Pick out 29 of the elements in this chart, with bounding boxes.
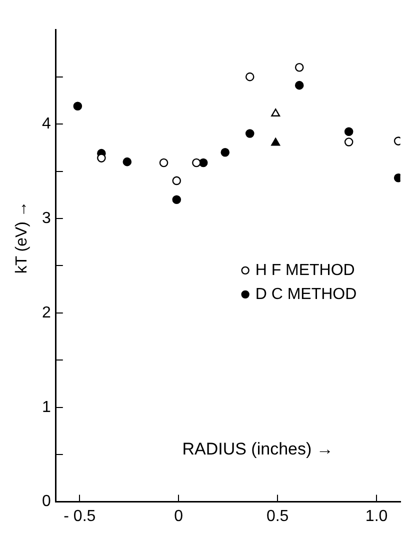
point <box>73 102 82 110</box>
y-tick-label: 0 <box>42 493 51 510</box>
point <box>245 72 254 82</box>
point <box>344 138 354 146</box>
x-axis-title: RADIUS (inches) → <box>182 440 334 459</box>
point <box>344 127 354 136</box>
x-tick-label: - 0.5 <box>64 508 96 525</box>
point <box>172 176 182 186</box>
y-axis-title: kT (eV) → <box>13 201 30 274</box>
point <box>192 158 201 168</box>
point <box>97 154 106 162</box>
point <box>271 108 280 116</box>
point <box>245 129 254 138</box>
y-tick-label: 4 <box>42 115 51 132</box>
point <box>294 80 304 90</box>
point <box>294 62 304 72</box>
point <box>172 195 182 204</box>
point <box>271 138 280 146</box>
point <box>159 158 168 168</box>
point <box>122 157 132 166</box>
legend-label: D C METHOD <box>255 286 357 303</box>
x-tick-label: 0 <box>174 508 184 525</box>
legend-label: H F METHOD <box>255 262 355 279</box>
point <box>220 148 230 157</box>
y-tick-label: 2 <box>42 304 51 322</box>
x-tick-label: 0.5 <box>266 508 289 525</box>
x-tick-label: 1.0 <box>365 508 388 525</box>
y-tick-label: 3 <box>42 210 51 227</box>
y-tick-label: 1 <box>42 398 51 416</box>
